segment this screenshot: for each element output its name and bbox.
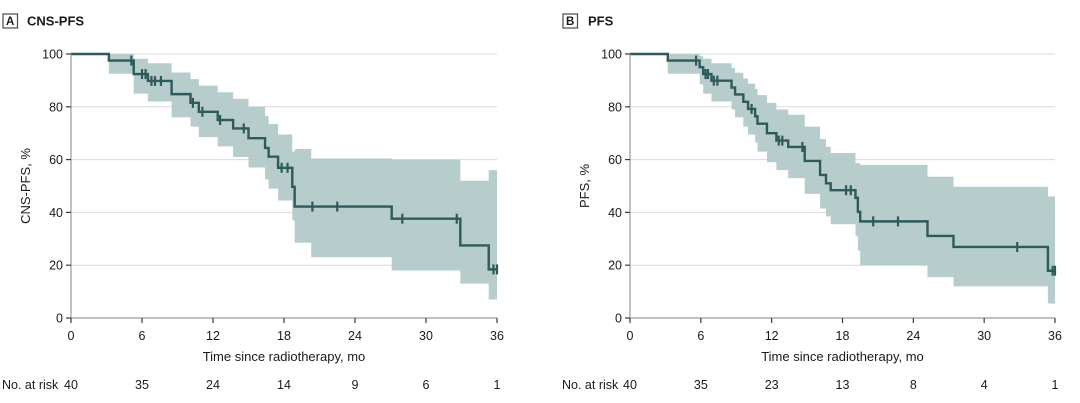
at-risk-count: 40: [64, 378, 78, 392]
survival-curve: [630, 52, 1055, 272]
confidence-band: [630, 54, 1055, 304]
panel-letter-box: [2, 13, 19, 29]
panel-letter: A: [6, 16, 14, 28]
y-axis-label: CNS-PFS, %: [18, 148, 33, 224]
y-tick-label: 0: [56, 312, 63, 326]
at-risk-count: 6: [423, 378, 430, 392]
x-axis-label: Time since radiotherapy, mo: [203, 349, 366, 364]
confidence-band: [71, 54, 497, 300]
at-risk-count: 1: [1052, 378, 1059, 392]
panel-title: PFS: [588, 14, 614, 29]
at-risk-count: 40: [623, 378, 637, 392]
at-risk-count: 9: [352, 378, 359, 392]
x-tick-label: 12: [206, 329, 220, 343]
y-tick-label: 20: [608, 259, 622, 273]
x-tick-label: 12: [765, 329, 779, 343]
y-tick-label: 60: [608, 153, 622, 167]
at-risk-count: 8: [910, 378, 917, 392]
x-tick-label: 6: [697, 329, 704, 343]
x-tick-label: 0: [627, 329, 634, 343]
x-tick-label: 36: [490, 329, 504, 343]
at-risk-count: 14: [277, 378, 291, 392]
at-risk-count: 13: [836, 378, 850, 392]
x-tick-label: 36: [1048, 329, 1062, 343]
x-tick-label: 0: [68, 329, 75, 343]
at-risk-count: 1: [494, 378, 501, 392]
at-risk-count: 24: [206, 378, 220, 392]
at-risk-count: 35: [135, 378, 149, 392]
x-tick-label: 30: [977, 329, 991, 343]
y-tick-label: 40: [49, 206, 63, 220]
x-tick-label: 24: [348, 329, 362, 343]
panel-letter: B: [566, 16, 574, 28]
x-tick-label: 18: [277, 329, 291, 343]
y-tick-label: 80: [49, 100, 63, 114]
y-tick-label: 40: [608, 206, 622, 220]
y-tick-label: 0: [615, 312, 622, 326]
y-tick-label: 20: [49, 259, 63, 273]
y-tick-label: 60: [49, 153, 63, 167]
x-tick-label: 30: [419, 329, 433, 343]
at-risk-count: 35: [694, 378, 708, 392]
panel-title: CNS-PFS: [27, 14, 84, 29]
at-risk-count: 23: [765, 378, 779, 392]
panel-a: 0 20 40 60 80 100 0 6 12 18 24 30 36 Time since radio…: [2, 13, 504, 392]
survival-curve: [71, 52, 497, 271]
y-axis-label: PFS, %: [577, 164, 592, 209]
x-axis-label: Time since radiotherapy, mo: [761, 349, 924, 364]
x-tick-label: 6: [139, 329, 146, 343]
panel-letter-box: [562, 13, 579, 29]
at-risk-label: No. at risk: [2, 378, 59, 392]
x-tick-label: 18: [836, 329, 850, 343]
y-tick-label: 80: [608, 100, 622, 114]
y-tick-label: 100: [42, 48, 63, 62]
at-risk-label: No. at risk: [562, 378, 619, 392]
at-risk-count: 4: [981, 378, 988, 392]
y-tick-label: 100: [601, 48, 622, 62]
x-tick-label: 24: [906, 329, 920, 343]
